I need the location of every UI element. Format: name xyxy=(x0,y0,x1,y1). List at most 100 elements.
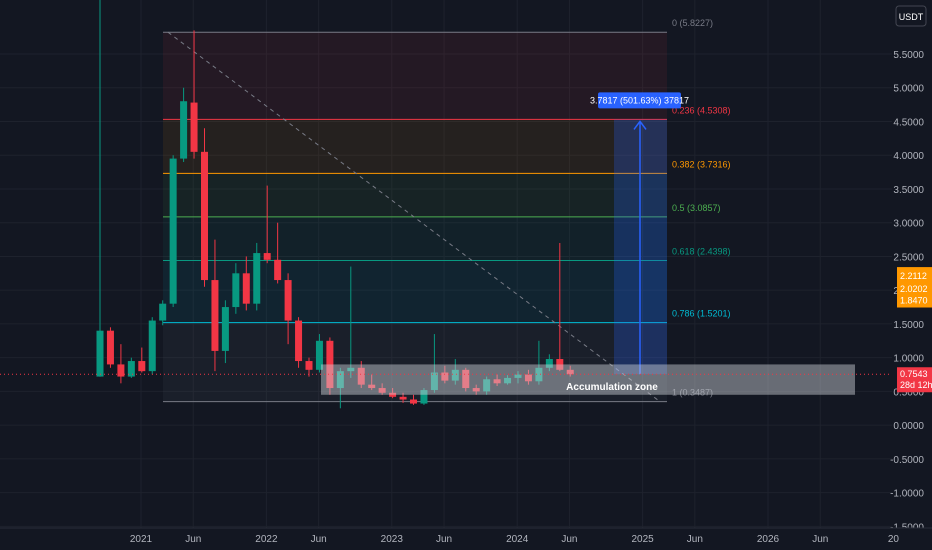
projection-label: 3.7817 (501.63%) 37817 xyxy=(590,95,689,105)
time-tick-label: 20 xyxy=(888,534,900,545)
fib-level-label: 0.236 (4.5308) xyxy=(672,105,731,115)
candle xyxy=(357,361,365,389)
candle xyxy=(326,337,334,395)
projection-label-box xyxy=(598,92,681,109)
candle-body xyxy=(190,102,198,152)
candle xyxy=(462,367,470,392)
candle-body xyxy=(410,399,417,404)
candle-body xyxy=(451,369,459,381)
candle xyxy=(117,344,125,384)
candle-body xyxy=(462,369,470,389)
time-axis[interactable]: 2021 Jun 2022 Jun 2023 Jun 2024 Jun 2025 Jun 2026 J… xyxy=(0,527,932,550)
projection-arrow-head xyxy=(633,120,647,130)
candle xyxy=(284,273,292,345)
fib-band xyxy=(163,322,667,402)
candle xyxy=(535,340,543,385)
candle-body xyxy=(545,359,553,368)
price-tick-label: 1.0000 xyxy=(893,354,924,365)
candle xyxy=(430,334,438,393)
candle-body xyxy=(284,280,292,321)
time-tick-label: 2024 xyxy=(506,534,529,545)
candle xyxy=(315,334,323,373)
candle-body xyxy=(368,384,376,389)
candle-body xyxy=(472,388,480,392)
candle xyxy=(514,371,522,384)
candle-body xyxy=(117,364,125,377)
accumulation-zone[interactable] xyxy=(321,364,855,395)
candle-body xyxy=(378,388,386,393)
price-tick-label: 4.5000 xyxy=(893,117,924,128)
candle xyxy=(148,317,156,375)
price-badge-label: 2.2112 xyxy=(900,271,927,281)
time-tick-label: Jun xyxy=(185,534,201,545)
candle-body xyxy=(326,340,334,389)
time-tick-label: Jun xyxy=(561,534,577,545)
candle-body xyxy=(211,280,219,351)
currency-button[interactable] xyxy=(895,5,927,27)
candle xyxy=(295,317,303,368)
candle-body xyxy=(221,307,229,351)
candle xyxy=(253,242,261,311)
time-tick-label: 2026 xyxy=(757,534,780,545)
time-tick-label: 2023 xyxy=(381,534,404,545)
candle-body xyxy=(420,390,428,404)
fib-band xyxy=(163,216,667,261)
candle-body xyxy=(148,320,156,372)
candle-body xyxy=(169,158,177,304)
accumulation-zone-label: Accumulation zone xyxy=(566,382,658,393)
candle-body xyxy=(253,253,261,304)
candle-body xyxy=(566,369,574,375)
fib-level-label: 1 (0.3487) xyxy=(672,388,713,398)
fib-level-label: 0.618 (2.4398) xyxy=(672,247,731,257)
price-badge xyxy=(897,268,932,283)
candle-body xyxy=(263,253,271,260)
candle-body xyxy=(514,374,522,378)
price-tick-label: 2.5000 xyxy=(893,252,924,263)
fib-trend-line[interactable] xyxy=(167,31,661,403)
candle xyxy=(368,374,376,391)
price-tick-label: 1.5000 xyxy=(893,320,924,331)
candle xyxy=(159,300,167,326)
time-tick-label: Jun xyxy=(812,534,828,545)
candle-body xyxy=(535,367,543,382)
candle xyxy=(211,239,219,372)
candle-body xyxy=(315,340,323,370)
candle xyxy=(504,375,512,385)
price-axis[interactable]: 5.5000 5.0000 4.5000 4.0000 3.5000 3.0000 2.50… xyxy=(890,0,932,550)
candle xyxy=(399,392,407,403)
price-tick-label: 0.5000 xyxy=(893,387,924,398)
candle-body xyxy=(357,367,365,385)
candle xyxy=(127,357,135,378)
candle xyxy=(420,388,428,405)
candle-body xyxy=(305,361,313,370)
candle-body xyxy=(295,320,303,362)
candle-body xyxy=(127,361,135,377)
candle-body xyxy=(347,367,355,372)
fib-level-label: 0.786 (1.5201) xyxy=(672,309,731,319)
countdown-label: 28d 12h xyxy=(900,380,932,390)
price-tick-label: -0.5000 xyxy=(890,455,924,466)
candle-body xyxy=(493,379,501,384)
fib-band xyxy=(163,119,667,174)
candle-body xyxy=(159,303,167,321)
price-badge-label: 1.8470 xyxy=(900,296,928,306)
candle xyxy=(263,185,271,264)
fib-retracement[interactable]: 0 (5.8227) 0.236 (4.5308) 0.382 (3.7316) 0.… xyxy=(163,18,731,403)
candle xyxy=(138,347,146,373)
candle-body xyxy=(336,371,344,389)
price-tick-label: 3.0000 xyxy=(893,219,924,230)
candle xyxy=(305,357,313,377)
candle xyxy=(242,256,250,311)
candle xyxy=(274,222,282,284)
price-tick-label: 3.5000 xyxy=(893,185,924,196)
candle xyxy=(566,365,574,377)
time-tick-label: Jun xyxy=(436,534,452,545)
candle xyxy=(169,155,177,308)
candle-body xyxy=(274,259,282,281)
fib-level-label: 0 (5.8227) xyxy=(672,18,713,28)
price-tick-label: 5.5000 xyxy=(893,50,924,61)
price-tick-label: 5.0000 xyxy=(893,84,924,95)
candle xyxy=(389,388,397,399)
